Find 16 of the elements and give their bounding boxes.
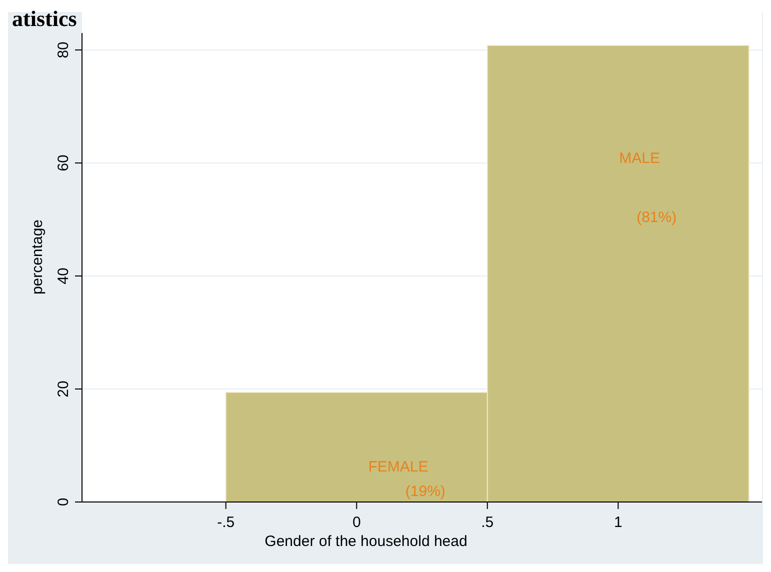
y-tick-label: 0 [55, 498, 72, 506]
y-tick-label: 20 [55, 380, 72, 398]
x-tick-label: -.5 [217, 514, 235, 531]
y-axis-title: percentage [29, 219, 46, 295]
x-axis-title: Gender of the household head [264, 533, 468, 550]
y-tick-label: 80 [55, 42, 72, 58]
x-tick-label: 1 [614, 514, 622, 531]
y-tick-label: 60 [55, 154, 72, 172]
chart-title: atistics [12, 6, 78, 31]
x-tick-label: 0 [352, 514, 361, 531]
annotation: MALE [619, 150, 660, 167]
annotation: (81%) [636, 208, 677, 226]
x-tick-label: .5 [481, 514, 494, 531]
annotation: FEMALE [368, 458, 428, 476]
annotation: (19%) [405, 483, 446, 500]
y-tick-label: 40 [55, 268, 72, 284]
